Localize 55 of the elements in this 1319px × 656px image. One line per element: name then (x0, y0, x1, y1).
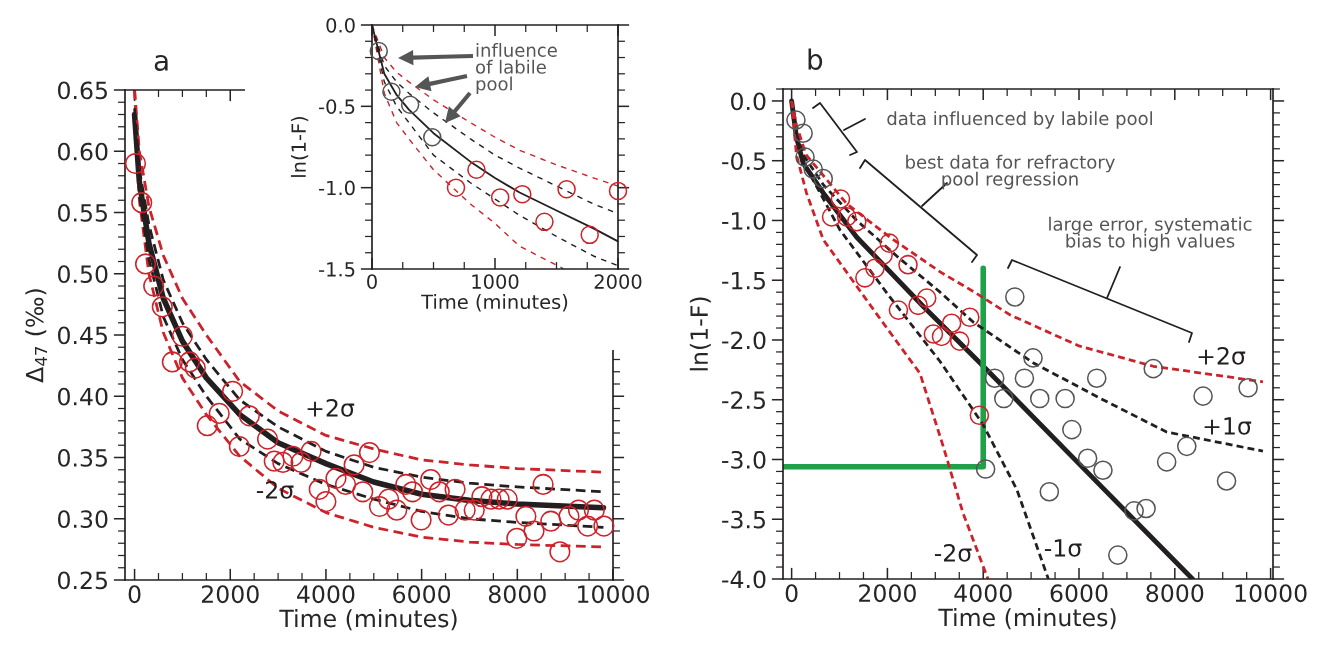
y-tick-label: -3.0 (722, 450, 766, 469)
x-axis-title: Time (minutes) (421, 294, 568, 312)
x-tick-label: 4000 (297, 585, 355, 604)
annotation: large error, systematic bias to high values (1049, 216, 1252, 252)
x-tick-label: 2000 (859, 584, 916, 603)
annotation: +1σ (1204, 417, 1252, 435)
y-tick-label: -1.0 (722, 211, 766, 230)
y-tick-label: 0.25 (58, 571, 107, 590)
y-tick-label: -1.5 (722, 271, 765, 290)
annotation: data influenced by labile pool (887, 111, 1152, 129)
y-tick-label: -4.0 (722, 570, 766, 589)
annotation: -2σ (934, 543, 972, 562)
annotation: best data for refractory pool regression (906, 154, 1115, 190)
annotation: +2σ (307, 398, 355, 417)
annotation: -1σ (1044, 539, 1082, 557)
x-tick-label: 10000 (1235, 584, 1307, 603)
x-tick-label: 8000 (488, 585, 546, 604)
y-tick-label: 0.0 (731, 92, 766, 111)
y-tick-label: -0.5 (319, 99, 355, 114)
y-axis-title: ln(1-F) (290, 116, 309, 177)
chart-title: b (808, 48, 823, 70)
x-axis-title: Time (minutes) (279, 609, 457, 631)
y-tick-label: 0.65 (58, 81, 107, 100)
y-tick-label: 0.55 (58, 203, 107, 222)
y-tick-label: -2.5 (722, 391, 765, 410)
x-tick-label: 0 (367, 274, 377, 289)
y-tick-label: 0.45 (58, 326, 107, 345)
x-tick-label: 10000 (578, 585, 649, 604)
x-tick-label: 0 (785, 584, 798, 603)
x-tick-label: 6000 (393, 585, 451, 604)
x-tick-label: 6000 (1050, 584, 1108, 603)
y-tick-label: -3.5 (722, 510, 765, 529)
x-tick-label: 8000 (1146, 584, 1204, 603)
annotation: -2σ (256, 480, 294, 499)
y-tick-label: -2.0 (722, 331, 766, 350)
x-axis-title: Time (minutes) (938, 608, 1116, 630)
x-tick-label: 1000 (472, 274, 519, 289)
y-tick-label: 0.0 (326, 17, 355, 33)
y-tick-label: 0.60 (58, 142, 108, 161)
annotation: +2σ (1198, 346, 1246, 365)
chart-title: a (154, 55, 168, 71)
y-tick-label: 0.40 (58, 387, 108, 406)
y-tick-label: 0.30 (58, 510, 108, 529)
y-tick-label: 0.50 (58, 265, 108, 284)
y-tick-label: 0.35 (58, 448, 107, 467)
y-tick-label: -1.0 (319, 180, 355, 196)
y-tick-label: -0.5 (722, 152, 765, 171)
y-tick-label: -1.5 (319, 262, 355, 277)
x-tick-label: 4000 (954, 584, 1012, 603)
y-axis-title: Δ$_{47}$ (‰) (25, 289, 48, 383)
x-tick-label: 0 (128, 585, 141, 604)
x-tick-label: 2000 (594, 274, 642, 289)
y-axis-title: ln(1-F) (689, 297, 711, 371)
annotation: influence of labile pool (476, 43, 557, 95)
x-tick-label: 2000 (201, 585, 259, 604)
